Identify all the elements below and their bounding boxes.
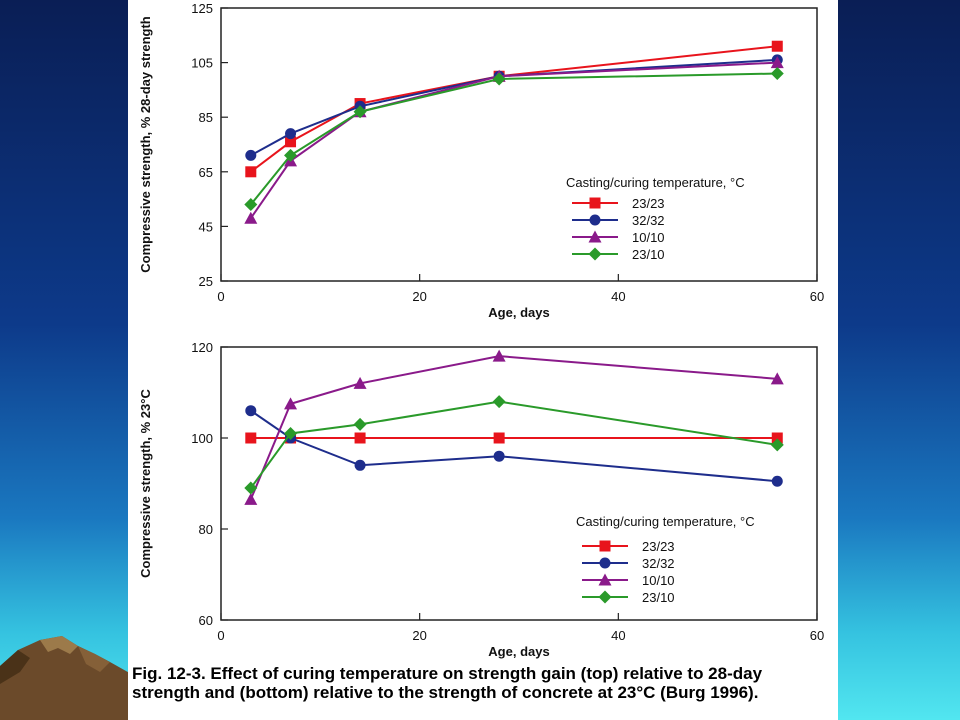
data-point-32-32 <box>493 450 505 462</box>
data-point-23-23 <box>354 432 366 444</box>
legend-marker <box>589 197 601 209</box>
legend-marker <box>598 590 612 604</box>
legend-marker <box>598 573 612 586</box>
data-point-32-32 <box>245 405 257 417</box>
data-point-23-10 <box>770 438 784 452</box>
data-point-32-32 <box>771 475 783 487</box>
data-point-32-32 <box>245 149 257 161</box>
legend-label: 23/10 <box>642 590 675 605</box>
legend-label: 10/10 <box>632 230 665 245</box>
data-point-23-23 <box>493 432 505 444</box>
y-axis-label: Compressive strength, % 28-day strength <box>138 16 153 273</box>
data-point-10-10 <box>770 372 784 385</box>
data-point-10-10 <box>244 211 258 224</box>
data-point-23-23 <box>285 136 297 148</box>
y-tick-label: 105 <box>191 56 213 71</box>
y-tick-label: 120 <box>191 340 213 355</box>
x-tick-label: 20 <box>412 628 426 643</box>
chart-strength-vs-23c: 60 80 100 120 0 20 40 60 Age, days Compressive st… <box>138 340 824 659</box>
y-tick-label: 65 <box>199 165 213 180</box>
x-axis-label: Age, days <box>488 305 549 320</box>
data-point-10-10 <box>492 349 506 362</box>
x-tick-label: 40 <box>611 628 625 643</box>
data-point-23-10 <box>492 72 506 86</box>
x-tick-label: 20 <box>412 289 426 304</box>
legend-title: Casting/curing temperature, °C <box>566 175 745 190</box>
x-tick-label: 40 <box>611 289 625 304</box>
data-point-32-32 <box>285 128 297 140</box>
figure-caption: Fig. 12-3. Effect of curing temperature … <box>132 664 763 702</box>
data-point-23-10 <box>353 105 367 119</box>
x-tick-label: 60 <box>810 628 824 643</box>
legend-label: 10/10 <box>642 573 675 588</box>
plot-frame <box>220 7 818 282</box>
chart-strength-vs-28day: 25 45 65 85 105 125 0 20 40 60 Age, days Compressiv… <box>138 1 824 320</box>
data-point-10-10 <box>284 397 298 410</box>
data-point-23-10 <box>770 67 784 81</box>
x-tick-label: 0 <box>217 289 224 304</box>
y-tick-label: 60 <box>199 613 213 628</box>
data-point-23-10 <box>244 481 258 495</box>
legend-label: 23/23 <box>632 196 665 211</box>
legend-title: Casting/curing temperature, °C <box>576 514 755 529</box>
legend-label: 23/23 <box>642 539 675 554</box>
legend-marker <box>599 540 611 552</box>
data-point-23-10 <box>284 426 298 440</box>
data-point-23-10 <box>284 148 298 162</box>
data-point-23-23 <box>245 432 257 444</box>
data-point-10-10 <box>353 376 367 389</box>
data-point-23-10 <box>353 417 367 431</box>
x-axis-label: Age, days <box>488 644 549 659</box>
legend-marker <box>599 557 611 569</box>
x-tick-label: 60 <box>810 289 824 304</box>
data-point-10-10 <box>244 492 258 505</box>
figure-panel: 25 45 65 85 105 125 0 20 40 60 Age, days Compressiv… <box>128 0 838 720</box>
plot-frame <box>220 346 818 621</box>
y-axis-label: Compressive strength, % 23°C <box>138 389 153 578</box>
legend-label: 23/10 <box>632 247 665 262</box>
data-point-23-23 <box>771 40 783 52</box>
y-tick-label: 100 <box>191 431 213 446</box>
data-point-23-10 <box>244 198 258 212</box>
y-tick-label: 45 <box>199 219 213 234</box>
y-tick-label: 125 <box>191 1 213 16</box>
data-point-23-10 <box>492 395 506 409</box>
legend-label: 32/32 <box>632 213 665 228</box>
data-point-23-23 <box>245 166 257 178</box>
legend-marker <box>589 214 601 226</box>
data-point-23-23 <box>771 432 783 444</box>
series-line-10-10 <box>249 61 778 219</box>
y-tick-label: 80 <box>199 522 213 537</box>
mountain-decoration <box>0 636 135 720</box>
series-line-32-32 <box>250 409 778 483</box>
data-point-32-32 <box>354 459 366 471</box>
legend-marker <box>588 230 602 243</box>
legend-marker <box>588 247 602 261</box>
data-point-10-10 <box>770 56 784 69</box>
legend-label: 32/32 <box>642 556 675 571</box>
y-tick-label: 25 <box>199 274 213 289</box>
y-tick-label: 85 <box>199 110 213 125</box>
x-tick-label: 0 <box>217 628 224 643</box>
